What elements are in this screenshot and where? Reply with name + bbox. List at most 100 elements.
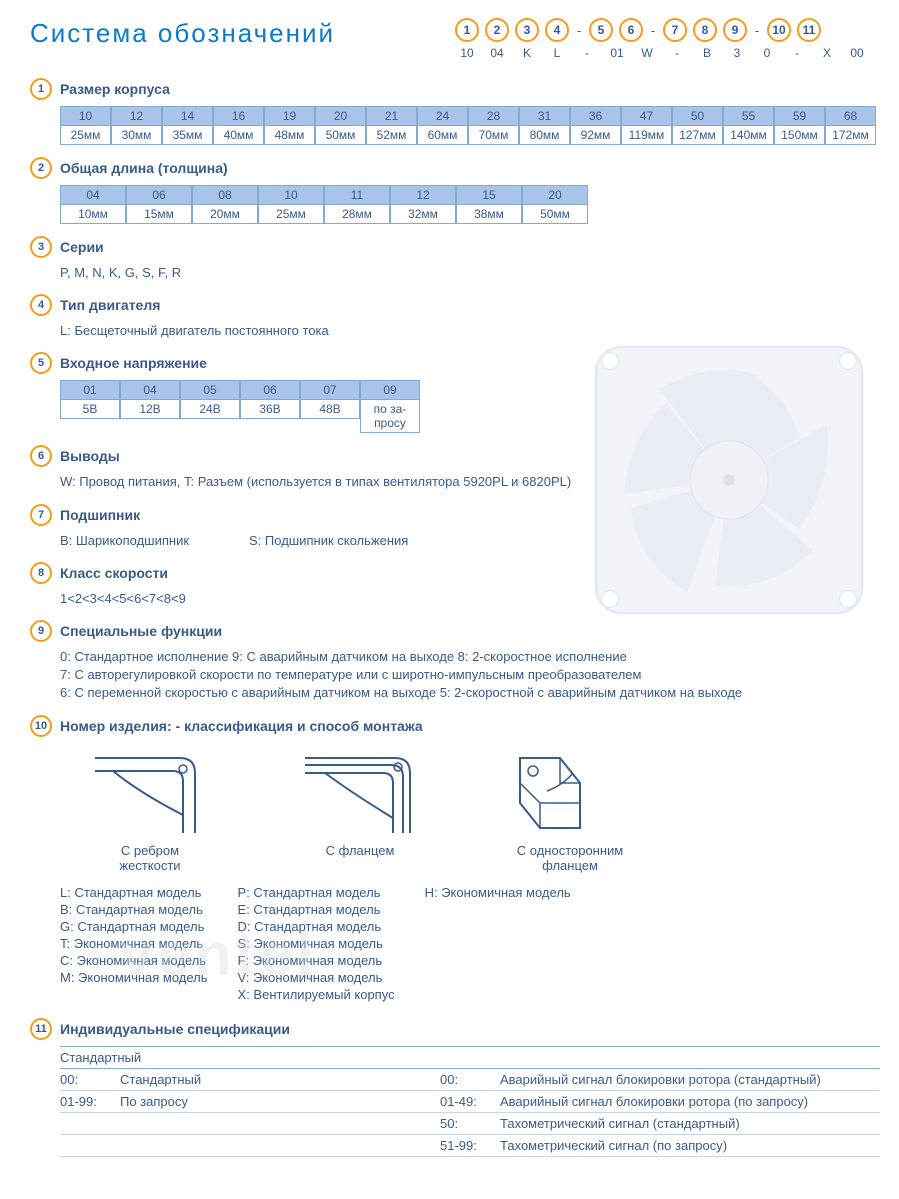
- code-position-circle: 10: [767, 18, 791, 42]
- mount-label: С ребром жесткости: [119, 843, 180, 873]
- code-example-value: 04: [485, 46, 509, 60]
- code-example-value: W: [635, 46, 659, 60]
- section-title: Входное напряжение: [60, 355, 207, 371]
- table-cell: 09по за- просу: [360, 380, 420, 433]
- table-cell: 2050мм: [315, 106, 366, 145]
- code-position-circle: 11: [797, 18, 821, 42]
- function-line: 7: С авторегулировкой скорости по темпер…: [60, 666, 869, 684]
- model-line: P: Стандартная модель: [238, 885, 395, 900]
- section-number-icon: 3: [30, 236, 52, 258]
- table-cell: 0410мм: [60, 185, 126, 224]
- model-line: F: Экономичная модель: [238, 953, 395, 968]
- table-cell: 1538мм: [456, 185, 522, 224]
- spec-row: 51-99:Тахометрический сигнал (по запросу…: [60, 1135, 880, 1157]
- spec-row: 01-99:По запросу01-49:Аварийный сигнал б…: [60, 1091, 880, 1113]
- spec-table-head: Стандартный: [60, 1046, 880, 1069]
- code-position-circle: 1: [455, 18, 479, 42]
- code-example-value: 10: [455, 46, 479, 60]
- code-position-circle: 9: [723, 18, 747, 42]
- mount-rib-icon: [85, 743, 215, 843]
- model-columns: L: Стандартная модель B: Стандартная моде…: [60, 885, 869, 1002]
- section-number-icon: 5: [30, 352, 52, 374]
- table-cell: 1025мм: [258, 185, 324, 224]
- code-example-value: 00: [845, 46, 869, 60]
- table-cell: 1230мм: [111, 106, 162, 145]
- table-cell: 0524В: [180, 380, 240, 433]
- section-3: 3 Серии P, M, N, K, G, S, F, R: [30, 236, 869, 282]
- table-cell: 1025мм: [60, 106, 111, 145]
- table-cell: 1435мм: [162, 106, 213, 145]
- section-title: Номер изделия: - классификация и способ …: [60, 718, 423, 734]
- table-cell: 1128мм: [324, 185, 390, 224]
- code-example-value: 01: [605, 46, 629, 60]
- table-cell: 59150мм: [774, 106, 825, 145]
- code-position-circle: 3: [515, 18, 539, 42]
- page-title: Система обозначений: [30, 18, 335, 49]
- bearing-s: S: Подшипник скольжения: [249, 532, 408, 550]
- model-line: B: Стандартная модель: [60, 902, 208, 917]
- section-title: Размер корпуса: [60, 81, 170, 97]
- section-10: 10 Номер изделия: - классификация и спос…: [30, 715, 869, 1002]
- special-functions-text: 0: Стандартное исполнение 9: С аварийным…: [60, 648, 869, 703]
- section-number-icon: 11: [30, 1018, 52, 1040]
- function-line: 0: Стандартное исполнение 9: С аварийным…: [60, 648, 869, 666]
- code-position-circle: 5: [589, 18, 613, 42]
- header: Система обозначений 1234-56-789-1011 100…: [30, 18, 869, 60]
- model-line: H: Экономичная модель: [425, 885, 571, 900]
- mount-label: С односторонним фланцем: [517, 843, 624, 873]
- table-cell: 0412В: [120, 380, 180, 433]
- code-example-value: K: [515, 46, 539, 60]
- code-example-value: X: [815, 46, 839, 60]
- code-example-value: 0: [755, 46, 779, 60]
- section-8: 8 Класс скорости 1<2<3<4<5<6<7<8<9: [30, 562, 869, 608]
- section-number-icon: 2: [30, 157, 52, 179]
- leads-text: W: Провод питания, T: Разъем (использует…: [60, 473, 869, 491]
- section-4: 4 Тип двигателя L: Бесщеточный двигатель…: [30, 294, 869, 340]
- section-number-icon: 6: [30, 445, 52, 467]
- bearing-b: B: Шарикоподшипник: [60, 532, 189, 550]
- mount-flange-icon: [295, 743, 425, 843]
- code-example-value: L: [545, 46, 569, 60]
- section-title: Тип двигателя: [60, 297, 160, 313]
- model-line: X: Вентилируемый корпус: [238, 987, 395, 1002]
- model-line: E: Стандартная модель: [238, 902, 395, 917]
- code-position-circle: 4: [545, 18, 569, 42]
- model-line: V: Экономичная модель: [238, 970, 395, 985]
- motor-text: L: Бесщеточный двигатель постоянного ток…: [60, 322, 869, 340]
- section-2: 2 Общая длина (толщина) 0410мм0615мм0820…: [30, 157, 869, 224]
- table-cell: 0615мм: [126, 185, 192, 224]
- section-title: Выводы: [60, 448, 120, 464]
- code-example-value: 3: [725, 46, 749, 60]
- code-legend: 1234-56-789-1011 1004KL-01W-B30-X00: [455, 18, 869, 60]
- table-cell: 1232мм: [390, 185, 456, 224]
- section-number-icon: 9: [30, 620, 52, 642]
- model-line: G: Стандартная модель: [60, 919, 208, 934]
- section-5: 5 Входное напряжение 015В0412В0524В0636В…: [30, 352, 869, 433]
- model-line: T: Экономичная модель: [60, 936, 208, 951]
- spec-row: 50:Тахометрический сигнал (стандартный): [60, 1113, 880, 1135]
- model-line: S: Экономичная модель: [238, 936, 395, 951]
- table-cell: 47119мм: [621, 106, 672, 145]
- section-number-icon: 10: [30, 715, 52, 737]
- section-number-icon: 8: [30, 562, 52, 584]
- section-11: 11 Индивидуальные спецификации Стандартн…: [30, 1018, 869, 1157]
- size-table: 1025мм1230мм1435мм1640мм1948мм2050мм2152…: [60, 106, 869, 145]
- table-cell: 55140мм: [723, 106, 774, 145]
- code-position-circle: 6: [619, 18, 643, 42]
- section-6: 6 Выводы W: Провод питания, T: Разъем (и…: [30, 445, 869, 491]
- voltage-table: 015В0412В0524В0636В0748В09по за- просу: [60, 380, 480, 433]
- spec-table: Стандартный 00:Стандартный00:Аварийный с…: [60, 1046, 880, 1157]
- section-title: Подшипник: [60, 507, 140, 523]
- model-line: L: Стандартная модель: [60, 885, 208, 900]
- table-cell: 2460мм: [417, 106, 468, 145]
- spec-row: 00:Стандартный00:Аварийный сигнал блокир…: [60, 1069, 880, 1091]
- model-line: C: Экономичная модель: [60, 953, 208, 968]
- section-1: 1 Размер корпуса 1025мм1230мм1435мм1640м…: [30, 78, 869, 145]
- section-number-icon: 4: [30, 294, 52, 316]
- mount-diagrams: С ребром жесткости С фланцем С односторо…: [60, 743, 869, 873]
- code-position-circle: 7: [663, 18, 687, 42]
- length-table: 0410мм0615мм0820мм1025мм1128мм1232мм1538…: [60, 185, 620, 224]
- table-cell: 015В: [60, 380, 120, 433]
- table-cell: 68172мм: [825, 106, 876, 145]
- table-cell: 0820мм: [192, 185, 258, 224]
